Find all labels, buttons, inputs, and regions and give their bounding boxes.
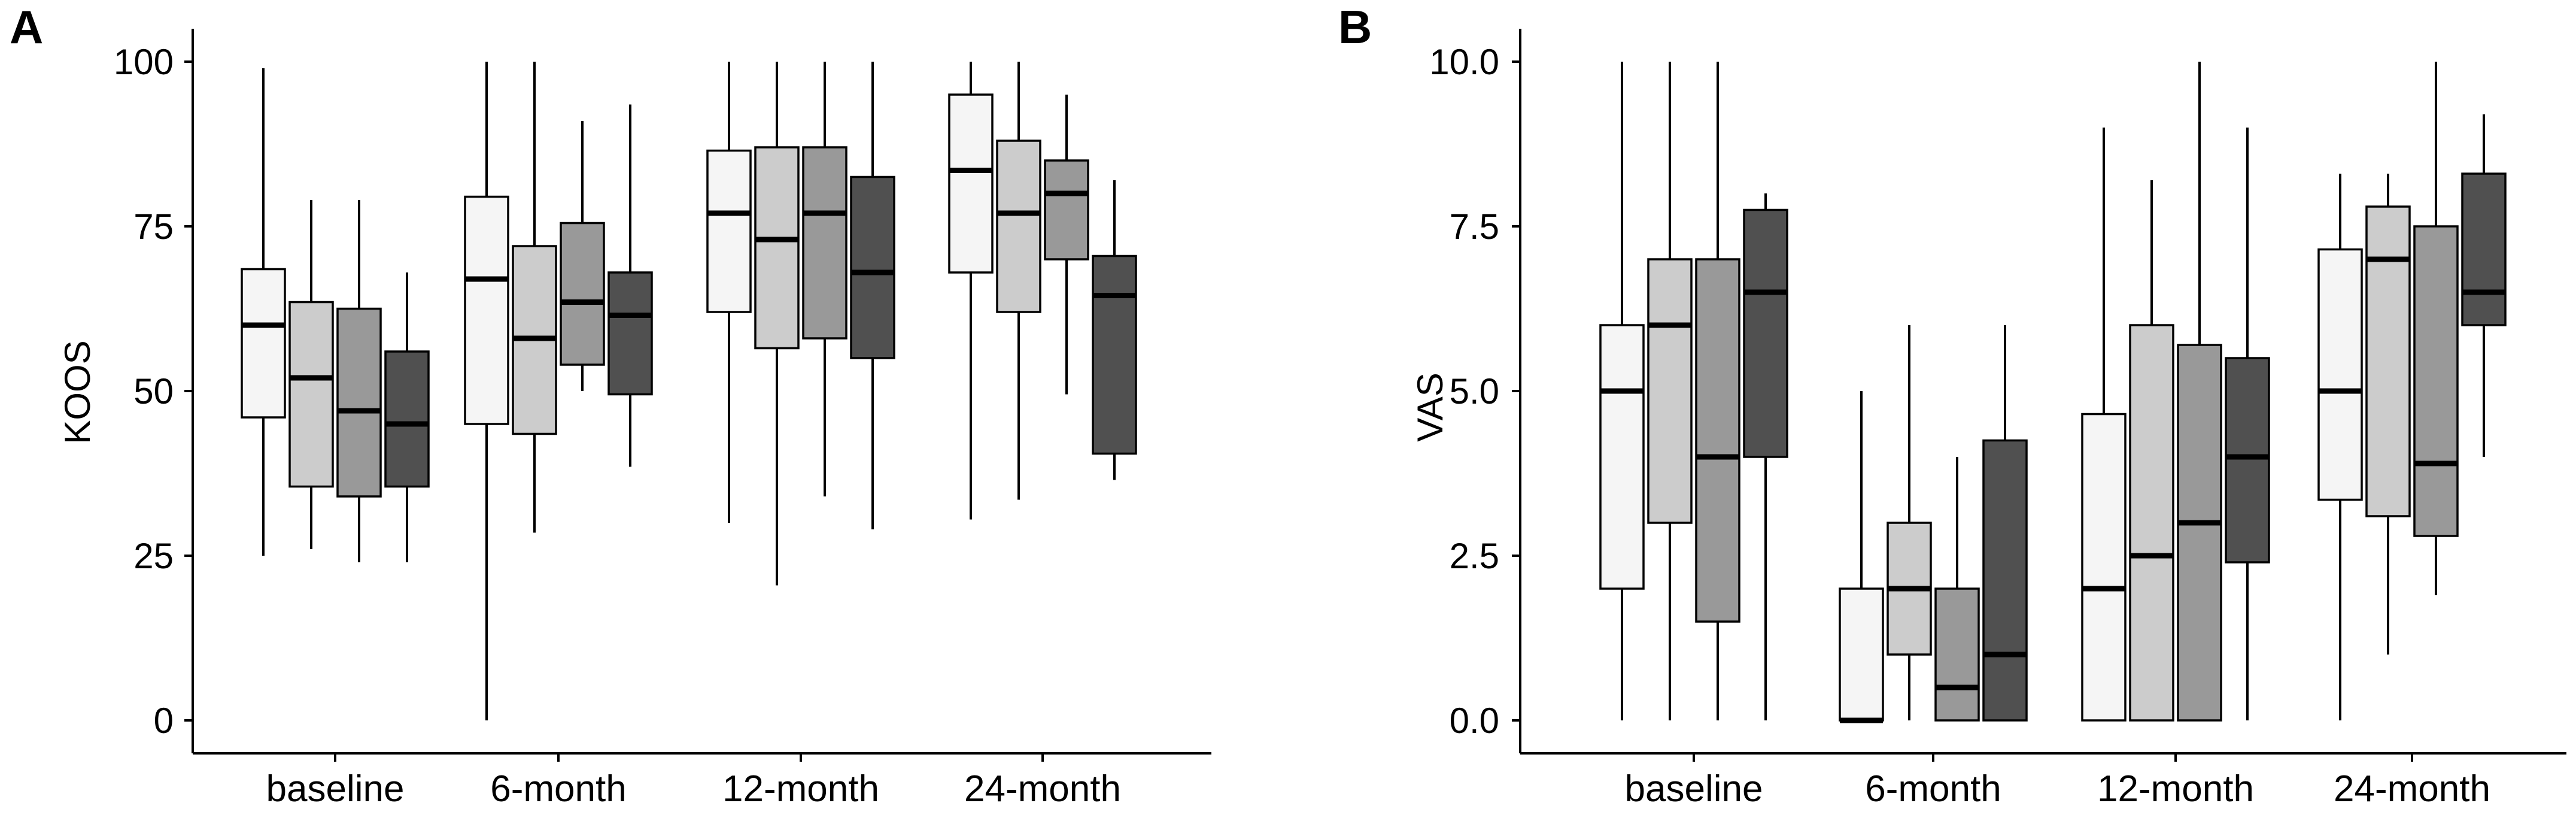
box-iqr bbox=[2177, 344, 2222, 722]
koos-box-12-month-group-1 bbox=[706, 62, 752, 523]
y-axis-title-koos: KOOS bbox=[57, 340, 98, 444]
panel-label-a: A bbox=[10, 1, 43, 53]
box-iqr bbox=[288, 301, 334, 488]
y-tick-label: 50 bbox=[133, 371, 174, 411]
koos-box-24-month-group-3 bbox=[1044, 95, 1089, 395]
box-iqr bbox=[2461, 172, 2507, 326]
box-iqr bbox=[754, 146, 800, 350]
x-tick-label: 24-month bbox=[964, 768, 1121, 810]
vas-box-6-month-group-1 bbox=[1839, 391, 1884, 723]
koos-box-12-month-group-2 bbox=[754, 62, 800, 586]
box-iqr bbox=[1647, 258, 1693, 524]
vas-box-baseline-group-4 bbox=[1743, 193, 1788, 720]
koos-box-12-month-group-3 bbox=[802, 62, 847, 496]
y-tick-label: 2.5 bbox=[1450, 536, 1499, 576]
koos-box-baseline-group-2 bbox=[288, 200, 334, 549]
x-tick-label: baseline bbox=[266, 768, 405, 810]
box-iqr bbox=[464, 195, 509, 425]
y-tick-label: 0 bbox=[154, 701, 174, 741]
x-tick-label: 24-month bbox=[2334, 768, 2490, 810]
y-tick-label: 75 bbox=[133, 207, 174, 247]
vas-box-6-month-group-2 bbox=[1887, 325, 1932, 720]
box-iqr bbox=[706, 149, 752, 313]
koos-box-12-month-group-4 bbox=[850, 62, 895, 529]
vas-box-24-month-group-4 bbox=[2461, 114, 2507, 457]
vas-box-24-month-group-2 bbox=[2365, 174, 2411, 655]
vas-box-24-month-group-3 bbox=[2413, 62, 2459, 595]
vas-chart-panel: B VAS 0.0 2.5 5.0 7.5 10.0 baseline 6-month 12-… bbox=[1338, 1, 2566, 810]
box-iqr bbox=[2081, 413, 2127, 722]
koos-box-24-month-group-2 bbox=[996, 62, 1041, 500]
box-iqr bbox=[1695, 258, 1740, 623]
koos-boxes bbox=[241, 62, 1137, 720]
box-iqr bbox=[948, 93, 994, 274]
box-iqr bbox=[2413, 225, 2459, 537]
koos-box-baseline-group-4 bbox=[384, 272, 430, 562]
vas-box-6-month-group-4 bbox=[1982, 325, 2028, 722]
koos-box-24-month-group-4 bbox=[1092, 180, 1137, 480]
box-iqr bbox=[802, 146, 847, 340]
box-iqr bbox=[336, 307, 382, 498]
box-iqr bbox=[1982, 439, 2028, 722]
vas-box-baseline-group-2 bbox=[1647, 62, 1693, 720]
vas-boxes bbox=[1599, 62, 2507, 723]
vas-box-baseline-group-3 bbox=[1695, 62, 1740, 720]
y-tick-label: 100 bbox=[114, 42, 174, 82]
vas-box-12-month-group-2 bbox=[2129, 180, 2174, 722]
y-tick-label: 0.0 bbox=[1450, 701, 1499, 741]
vas-box-24-month-group-1 bbox=[2317, 174, 2363, 720]
koos-chart-panel: A KOOS 0 25 50 75 100 baseline 6-month 12-month… bbox=[10, 1, 1211, 810]
box-iqr bbox=[1934, 587, 1980, 722]
y-tick-label: 25 bbox=[133, 536, 174, 576]
x-tick-label: baseline bbox=[1625, 768, 1763, 810]
vas-box-baseline-group-1 bbox=[1599, 62, 1645, 720]
box-iqr bbox=[1044, 159, 1089, 260]
koos-box-baseline-group-3 bbox=[336, 200, 382, 562]
box-iqr bbox=[560, 222, 605, 366]
box-iqr bbox=[2225, 357, 2270, 563]
box-iqr bbox=[1839, 587, 1884, 722]
y-tick-label: 7.5 bbox=[1450, 207, 1499, 247]
koos-box-baseline-group-1 bbox=[241, 68, 286, 556]
box-iqr bbox=[2365, 205, 2411, 517]
box-iqr bbox=[1743, 208, 1788, 458]
box-iqr bbox=[607, 271, 653, 396]
vas-box-12-month-group-1 bbox=[2081, 128, 2127, 722]
panel-label-b: B bbox=[1338, 1, 1372, 53]
box-iqr bbox=[996, 140, 1041, 313]
y-axis-title-vas: VAS bbox=[1410, 372, 1450, 442]
koos-box-6-month-group-2 bbox=[512, 62, 557, 533]
x-tick-label: 6-month bbox=[1865, 768, 2001, 810]
box-iqr bbox=[384, 350, 430, 488]
box-iqr bbox=[2317, 248, 2363, 501]
y-tick-label: 10.0 bbox=[1429, 42, 1499, 82]
vas-box-12-month-group-3 bbox=[2177, 62, 2222, 722]
koos-box-6-month-group-4 bbox=[607, 104, 653, 467]
koos-axes: 0 25 50 75 100 baseline 6-month 12-month 24-mont… bbox=[114, 29, 1211, 810]
koos-box-6-month-group-3 bbox=[560, 121, 605, 391]
koos-box-6-month-group-1 bbox=[464, 62, 509, 720]
box-iqr bbox=[1599, 324, 1645, 590]
box-iqr bbox=[1092, 255, 1137, 455]
koos-box-24-month-group-1 bbox=[948, 62, 994, 520]
vas-box-12-month-group-4 bbox=[2225, 128, 2270, 720]
box-iqr bbox=[2129, 324, 2174, 722]
vas-box-6-month-group-3 bbox=[1934, 457, 1980, 722]
vas-axes: 0.0 2.5 5.0 7.5 10.0 baseline 6-month 12-month 2… bbox=[1429, 29, 2566, 810]
x-tick-label: 12-month bbox=[722, 768, 879, 810]
y-tick-label: 5.0 bbox=[1450, 371, 1499, 411]
x-tick-label: 12-month bbox=[2097, 768, 2254, 810]
x-tick-label: 6-month bbox=[490, 768, 626, 810]
box-iqr bbox=[241, 268, 286, 419]
box-iqr bbox=[850, 175, 895, 359]
